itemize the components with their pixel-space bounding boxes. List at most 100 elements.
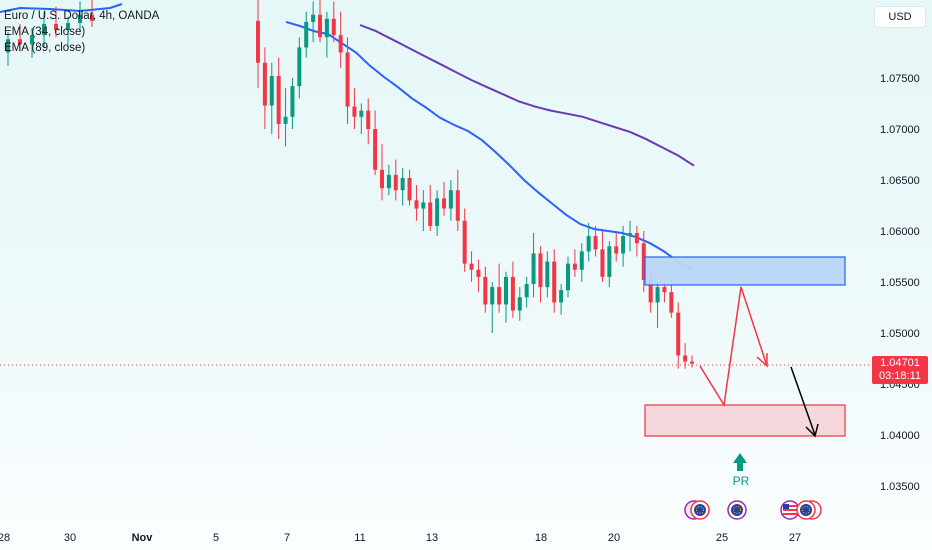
candle — [6, 32, 10, 66]
candle — [359, 103, 364, 135]
candle — [683, 343, 688, 369]
time-tick-label: 27 — [789, 532, 801, 544]
candle-body — [579, 251, 584, 270]
price-tick-label: 1.05000 — [880, 328, 920, 340]
candle — [510, 261, 515, 318]
ema-89-legend[interactable]: EMA (89, close) — [4, 42, 86, 54]
resistance-zone[interactable] — [644, 256, 846, 286]
candle — [414, 185, 419, 221]
candle — [42, 11, 46, 48]
eu-flag-icon[interactable] — [727, 500, 747, 520]
candle — [524, 276, 529, 308]
projection-path[interactable] — [699, 286, 768, 408]
candle — [462, 208, 467, 272]
candle-body — [42, 23, 46, 36]
currency-button[interactable]: USD — [874, 6, 926, 28]
chart-legend: Euro / U.S. Dollar, 4h, OANDA EMA (34, c… — [4, 8, 159, 56]
candle-body — [614, 246, 619, 254]
price-tick-label: 1.05500 — [880, 277, 920, 289]
candle — [435, 190, 440, 237]
candle-body — [256, 20, 260, 63]
eu-flag-double-icon[interactable] — [684, 500, 710, 520]
event-up-arrow-icon[interactable] — [733, 453, 747, 471]
candle-body — [648, 279, 653, 303]
candle — [386, 164, 391, 196]
final-arrowhead — [805, 423, 819, 438]
candle-body — [634, 233, 639, 244]
candle — [517, 287, 522, 321]
candle-body — [655, 287, 660, 303]
time-axis[interactable]: 28 30 Nov 5 7 11 13 18 20 25 27 — [0, 532, 801, 544]
candle — [66, 16, 70, 46]
candle-body — [269, 75, 274, 106]
final-arrow[interactable] — [790, 366, 816, 436]
candle — [318, 0, 322, 43]
candle-body — [600, 249, 605, 277]
candle — [352, 88, 357, 129]
candle — [455, 169, 460, 231]
bar-countdown: 03:18:11 — [878, 370, 921, 382]
candle-body — [18, 39, 22, 45]
candle — [304, 11, 309, 58]
candle — [331, 1, 336, 43]
candle-body — [414, 200, 419, 209]
price-tick-label: 1.04000 — [880, 430, 920, 442]
symbol-title[interactable]: Euro / U.S. Dollar, 4h, OANDA — [4, 10, 160, 22]
candle — [545, 251, 550, 298]
candle — [393, 159, 398, 201]
candle-body — [352, 106, 357, 117]
candle — [338, 11, 343, 68]
candle-body — [78, 14, 82, 23]
time-tick-label: Nov — [132, 532, 154, 544]
candle — [400, 167, 405, 206]
time-tick-label: 30 — [64, 532, 76, 544]
candle — [262, 47, 267, 129]
us-eu-flag-icon[interactable] — [780, 500, 822, 520]
candle — [283, 88, 288, 147]
target-zone[interactable] — [644, 404, 846, 437]
candle — [407, 169, 412, 206]
candle-body — [373, 129, 378, 170]
candle-body — [462, 220, 467, 264]
candle-body — [435, 198, 440, 226]
price-axis[interactable]: 1.07500 1.07000 1.06500 1.06000 1.05500 1.050… — [880, 73, 920, 493]
candle-body — [662, 287, 667, 293]
ema-34-legend[interactable]: EMA (34, close) — [4, 26, 86, 38]
candle-body — [276, 75, 281, 124]
candle — [78, 1, 82, 33]
candle-body — [338, 35, 343, 53]
candle-body — [442, 198, 446, 209]
candle — [593, 225, 598, 257]
candle — [297, 37, 302, 99]
candle-body — [380, 169, 384, 189]
candle — [634, 225, 639, 257]
candle — [552, 249, 557, 313]
candle — [641, 231, 646, 293]
time-tick-label: 18 — [535, 532, 547, 544]
candle — [559, 284, 564, 315]
candle-body — [318, 14, 322, 38]
candle-body — [510, 276, 515, 311]
candle-body — [448, 190, 453, 209]
candle-body — [304, 21, 309, 48]
candle-body — [593, 236, 598, 250]
time-tick-label: 20 — [608, 532, 620, 544]
current-price-value: 1.04701 — [880, 357, 920, 369]
time-tick-label: 13 — [426, 532, 438, 544]
time-tick-label: 28 — [0, 532, 10, 544]
candle-body — [483, 276, 488, 305]
candle — [572, 249, 577, 277]
time-tick-label: 5 — [213, 532, 219, 544]
time-tick-label: 7 — [284, 532, 290, 544]
candle — [628, 220, 632, 252]
candle-body — [331, 18, 336, 36]
candle-body — [476, 269, 481, 277]
candle-body — [669, 292, 674, 313]
time-tick-label: 11 — [354, 532, 365, 544]
candle-body — [66, 22, 70, 31]
candle — [373, 110, 378, 175]
candle — [497, 263, 502, 313]
ema-34-line — [285, 20, 693, 270]
candle-body — [566, 263, 570, 291]
